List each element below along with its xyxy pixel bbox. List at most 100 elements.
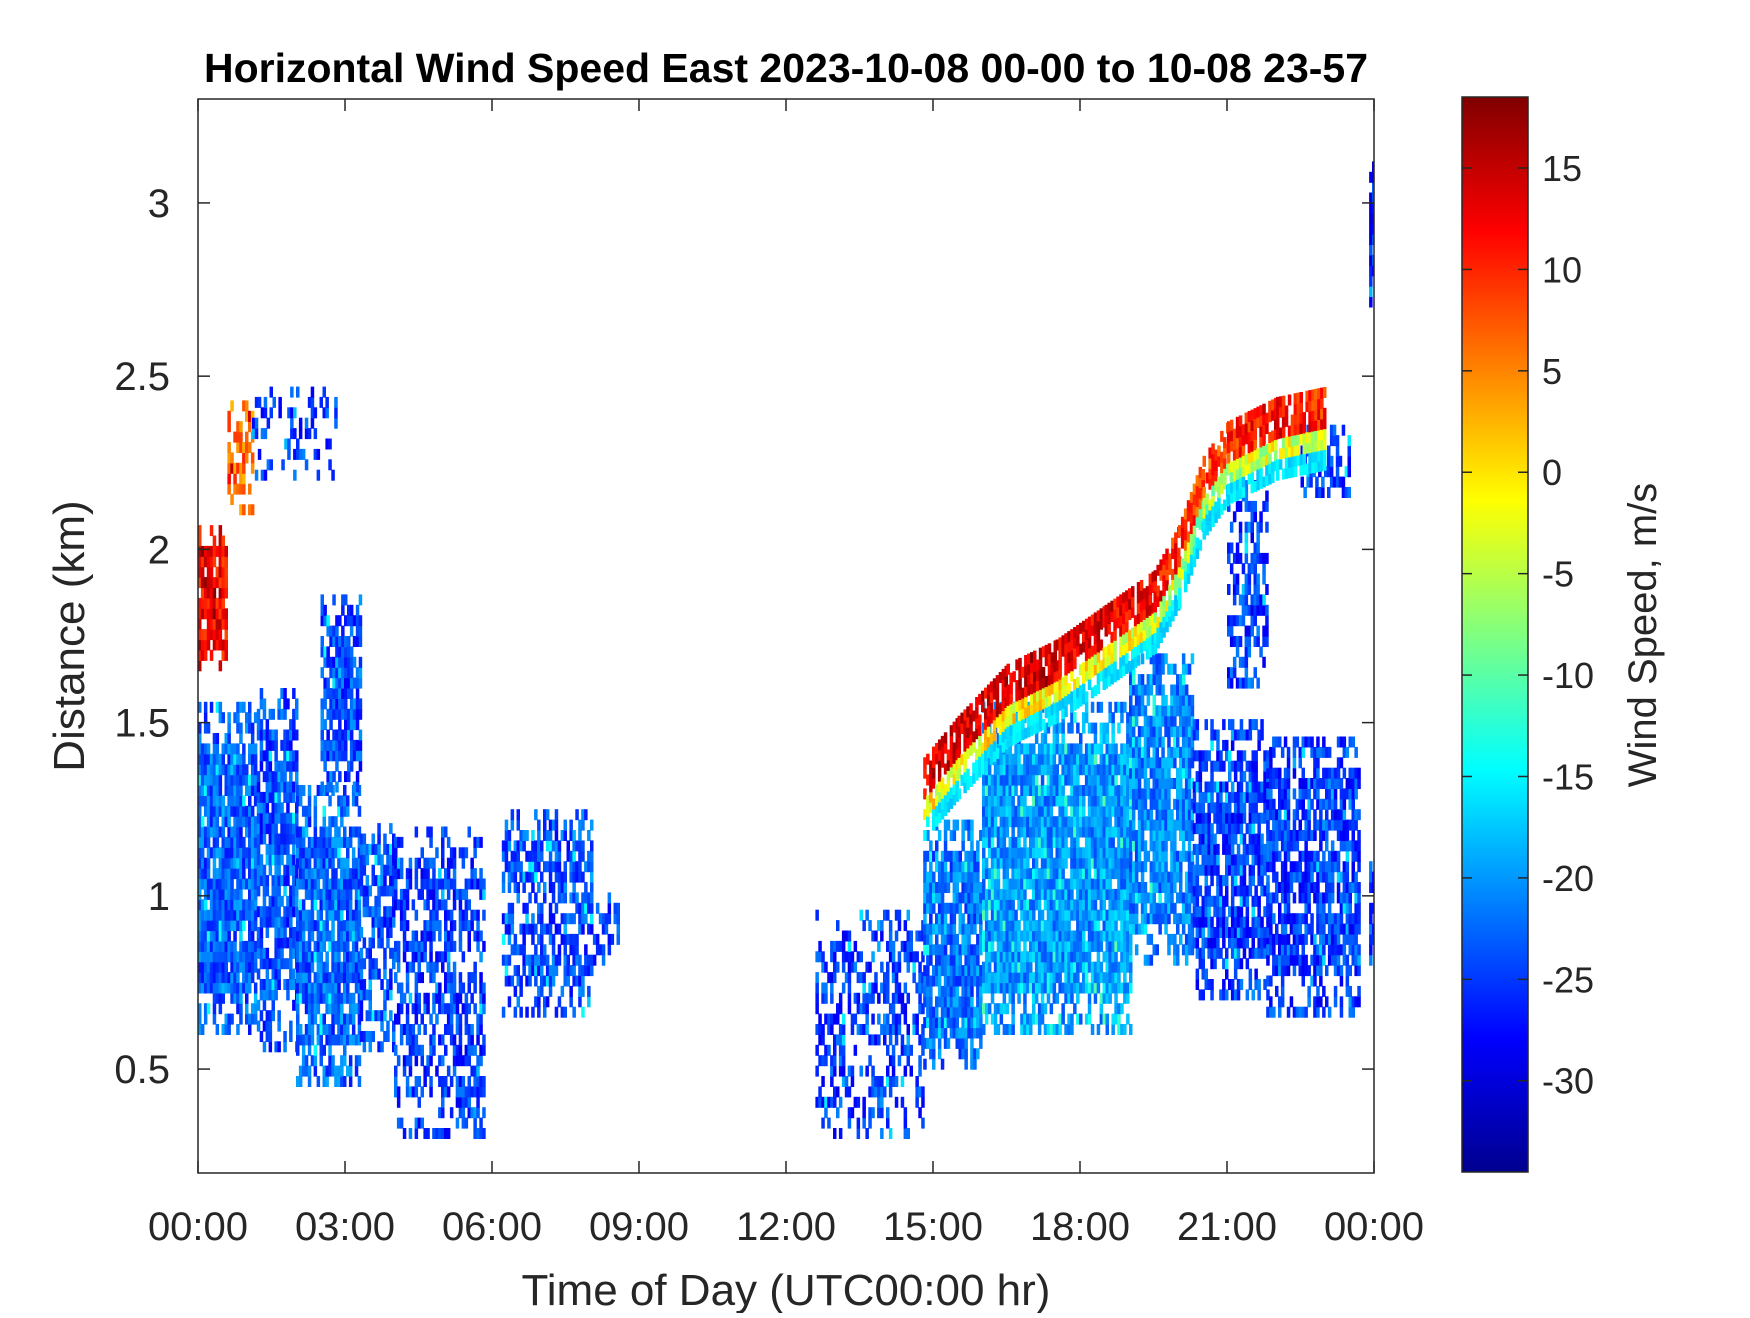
heatmap-cell-2482	[607, 892, 612, 904]
heatmap-cell-4642	[1143, 788, 1148, 800]
heatmap-cell-1982	[455, 992, 460, 1004]
heatmap-cell-1067	[325, 992, 329, 1004]
heatmap-cell-4931	[1181, 757, 1186, 769]
heatmap-cell-4295	[1105, 785, 1109, 796]
heatmap-cell-1131	[334, 1034, 338, 1046]
heatmap-cell-2181	[516, 882, 520, 893]
heatmap-cell-3454	[1011, 1003, 1015, 1015]
heatmap-cell-1195	[340, 795, 344, 807]
heatmap-cell-3002	[952, 1006, 957, 1018]
heatmap-cell-1928	[446, 982, 451, 994]
heatmap-cell-1201	[343, 1013, 347, 1025]
heatmap-cell-1191	[340, 857, 344, 869]
heatmap-cell-3436	[1008, 899, 1012, 911]
heatmap-cell-2325	[554, 861, 559, 873]
heatmap-cell-2529	[827, 1024, 831, 1035]
heatmap-cell-59	[203, 940, 208, 952]
heatmap-cell-1489	[355, 677, 360, 689]
heatmap-cell-2889	[932, 892, 936, 904]
heatmap-cell-3121	[970, 996, 974, 1008]
heatmap-cell-2313	[551, 913, 556, 925]
heatmap-cell-1351	[326, 739, 330, 751]
heatmap-cell-2343	[560, 933, 565, 945]
heatmap-cell-1569	[371, 843, 375, 855]
heatmap-cell-2577	[841, 1034, 846, 1046]
heatmap-cell-1604	[380, 854, 384, 866]
heatmap-cell-4124	[1087, 961, 1092, 973]
heatmap-cell-3827	[1052, 857, 1057, 869]
heatmap-cell-4843	[1170, 778, 1174, 789]
heatmap-cell-4541	[1131, 923, 1136, 935]
heatmap-cell-4571	[1134, 871, 1139, 883]
heatmap-cell-4870	[1173, 715, 1177, 727]
heatmap-cell-2690	[883, 1086, 887, 1098]
heatmap-cell-2267	[540, 923, 544, 935]
heatmap-cell-1434	[344, 698, 348, 710]
heatmap-cell-1722	[405, 961, 410, 973]
heatmap-cell-1792	[420, 940, 424, 952]
heatmap-cell-901	[301, 899, 306, 911]
heatmap-cell-624	[268, 760, 273, 772]
heatmap-cell-1684	[396, 899, 401, 911]
heatmap-cell-49	[200, 774, 205, 786]
heatmap-cell-4653	[1146, 933, 1151, 945]
heatmap-cell-2357	[563, 892, 567, 904]
heatmap-cell-2480	[607, 913, 612, 925]
heatmap-cell-478	[250, 774, 255, 786]
heatmap-cell-2591	[847, 1107, 852, 1119]
heatmap-cell-1237	[346, 857, 350, 869]
heatmap-cell-4206	[1096, 909, 1101, 921]
heatmap-cell-4572	[1134, 861, 1139, 873]
heatmap-cell-2712	[888, 1086, 893, 1098]
heatmap-cell-4307	[1108, 940, 1112, 952]
heatmap-cell-4215	[1096, 805, 1101, 817]
heatmap-cell-4869	[1173, 726, 1177, 738]
heatmap-cell-414	[245, 961, 249, 973]
heatmap-cell-853	[296, 961, 300, 973]
heatmap-cell-2837	[923, 882, 927, 893]
heatmap-cell-1490	[355, 667, 360, 679]
heatmap-cell-2027	[464, 909, 469, 921]
heatmap-cell-2169	[513, 944, 518, 956]
heatmap-cell-1598	[380, 937, 384, 949]
heatmap-cell-791	[289, 760, 293, 772]
heatmap-cell-473	[250, 836, 255, 848]
heatmap-cell-2337	[557, 871, 562, 883]
heatmap-cell-1715	[405, 1055, 410, 1067]
heatmap-cell-1764	[414, 951, 419, 963]
heatmap-cell-1173	[340, 1076, 344, 1087]
heatmap-cell-1368	[329, 667, 333, 679]
heatmap-cell-2928	[937, 830, 942, 841]
heatmap-cell-1930	[446, 961, 451, 973]
heatmap-cell-556	[262, 1041, 267, 1053]
heatmap-cell-4313	[1108, 878, 1112, 890]
heatmap-cell-4703	[1152, 788, 1156, 800]
heatmap-cell-4193	[1093, 764, 1098, 776]
heatmap-cell-4929	[1181, 788, 1186, 800]
heatmap-cell-3305	[993, 847, 998, 859]
heatmap-cell-376	[239, 836, 243, 848]
heatmap-cell-4474	[1126, 857, 1130, 869]
heatmap-cell-2644	[865, 961, 869, 973]
heatmap-cell-3833	[1052, 774, 1057, 786]
heatmap-cell-3918	[1061, 743, 1065, 755]
heatmap-cell-1066	[325, 1003, 329, 1015]
heatmap-cell-590	[265, 885, 270, 897]
heatmap-cell-3880	[1058, 878, 1062, 890]
heatmap-cell-3775	[1046, 847, 1051, 859]
heatmap-cell-2314	[551, 892, 556, 904]
heatmap-cell-4864	[1173, 798, 1177, 810]
heatmap-cell-3306	[993, 826, 998, 838]
heatmap-cell-2496	[815, 982, 819, 994]
heatmap-cell-1509	[359, 1010, 364, 1022]
heatmap-cell-3496	[1014, 805, 1018, 817]
heatmap-cell-4452	[1123, 816, 1127, 828]
heatmap-cell-2728	[891, 1003, 896, 1015]
heatmap-cell-4753	[1158, 798, 1162, 810]
heatmap-cell-379	[239, 805, 243, 817]
heatmap-cell-4712	[1152, 694, 1156, 706]
heatmap-cell-2580	[841, 982, 846, 994]
heatmap-cell-489	[253, 951, 258, 963]
heatmap-cell-3966	[1067, 764, 1071, 776]
heatmap-cell-1106	[331, 1055, 335, 1067]
